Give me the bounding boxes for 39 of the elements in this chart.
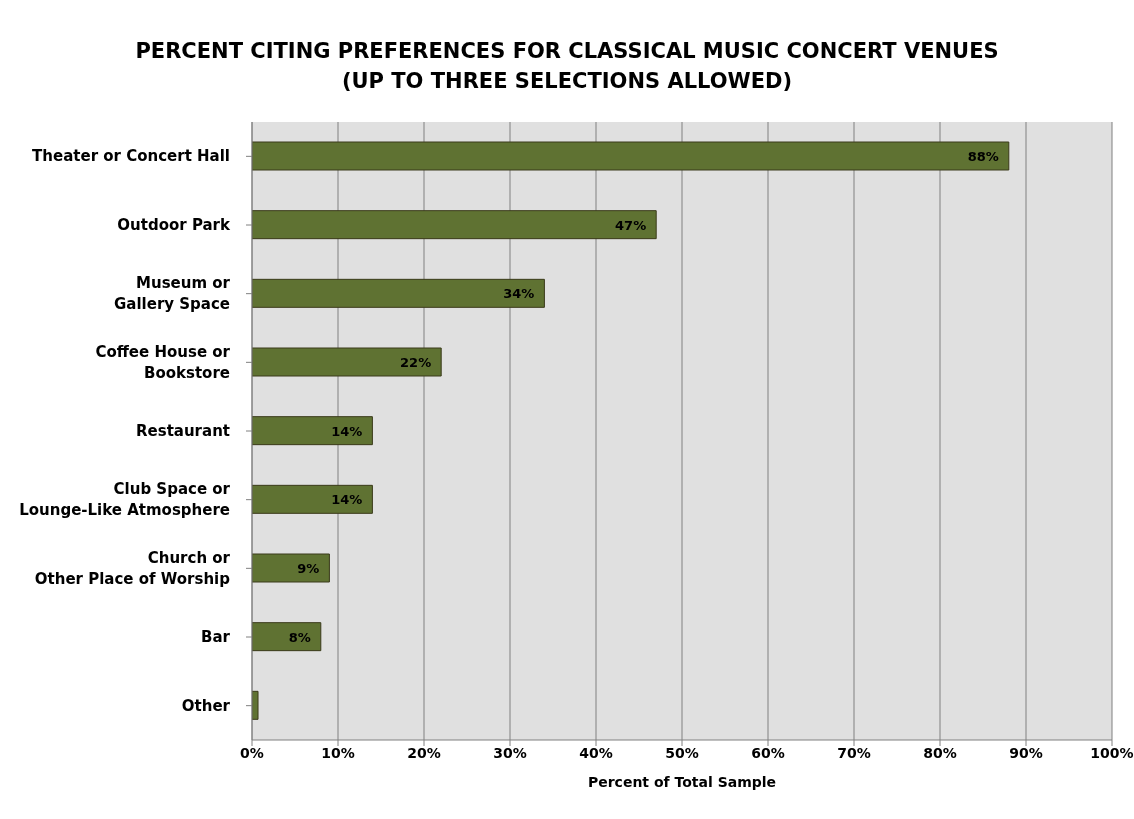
- bar: [252, 347, 442, 377]
- bar: [252, 690, 259, 720]
- x-axis-title: Percent of Total Sample: [587, 774, 777, 790]
- y-tick-label: Coffee House or Bookstore: [95, 342, 231, 382]
- y-tick-label: Other: [181, 696, 231, 715]
- bar: [252, 484, 373, 514]
- y-tick-label: Bar: [201, 628, 231, 646]
- y-tick-label: Theater or Concert Hall: [32, 147, 230, 166]
- bar: [252, 622, 322, 652]
- y-tick-label: Church or Other Place of Worship: [34, 548, 231, 588]
- x-tick-label: 0%: [240, 744, 264, 761]
- bar: [252, 553, 330, 583]
- y-tick-label: Restaurant: [136, 422, 230, 440]
- x-tick-label: 80%: [923, 744, 957, 761]
- data-label: 14%: [331, 492, 363, 508]
- bar: [252, 278, 545, 308]
- data-label: 22%: [400, 355, 432, 370]
- x-tick-label: 100%: [1090, 744, 1134, 761]
- data-label: 8%: [288, 629, 311, 645]
- x-tick-label: 20%: [407, 744, 441, 761]
- bar: [252, 210, 657, 240]
- x-tick-label: 10%: [321, 744, 355, 761]
- x-tick-label: 50%: [665, 744, 699, 761]
- data-label: 34%: [503, 286, 535, 302]
- x-tick-label: 70%: [837, 744, 871, 761]
- x-tick-label: 60%: [751, 744, 785, 761]
- x-tick-label: 30%: [493, 744, 527, 761]
- y-tick-label: Museum or Gallery Space: [113, 274, 231, 314]
- data-label: 9%: [297, 561, 320, 576]
- data-label: 47%: [615, 217, 647, 233]
- data-label: 14%: [331, 423, 363, 439]
- bar: [252, 416, 373, 446]
- chart-title: PERCENT CITING PREFERENCES FOR CLASSICAL MUSIC CONCERT VENUES (UP TO THREE SELECTIONS ALLOWED): [134, 38, 1000, 95]
- data-label: 88%: [967, 149, 999, 164]
- x-tick-label: 40%: [579, 744, 613, 761]
- y-tick-label: Club Space or Lounge-Like Atmosphere: [19, 480, 231, 520]
- bar: [252, 141, 1010, 171]
- y-tick-label: Outdoor Park: [117, 216, 232, 234]
- x-tick-label: 90%: [1009, 744, 1043, 761]
